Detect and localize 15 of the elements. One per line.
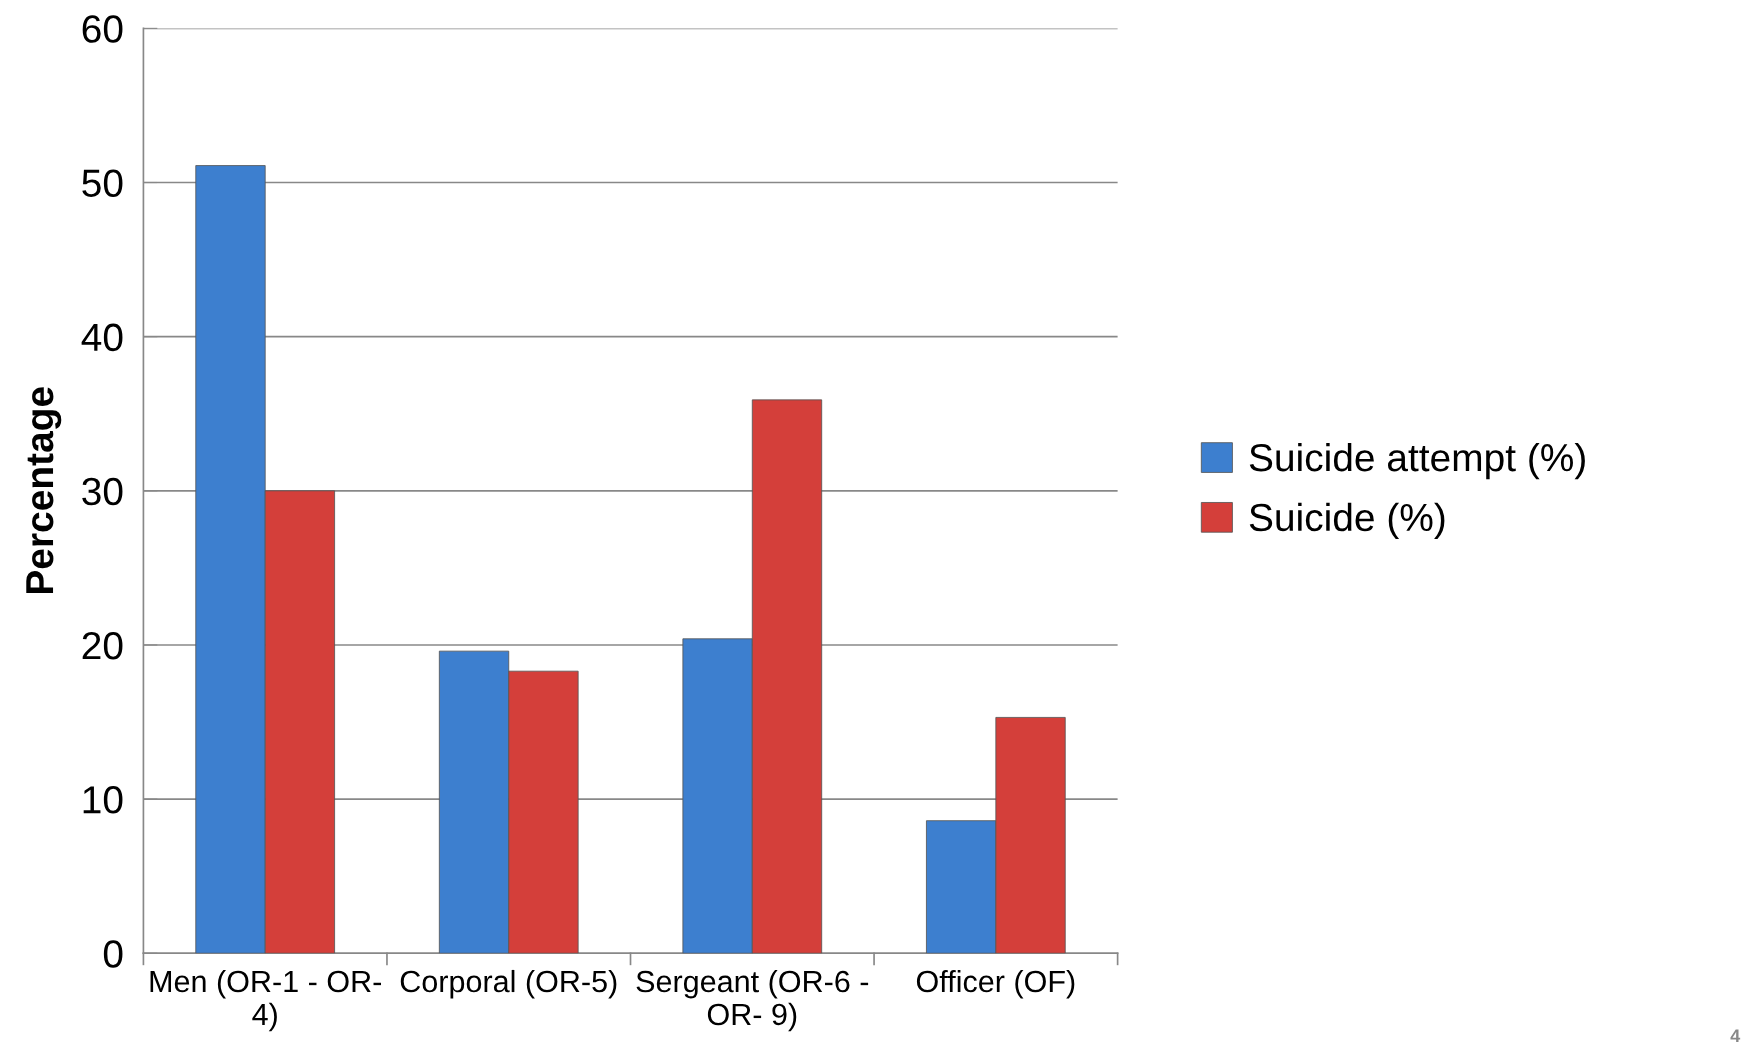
legend-label: Suicide attempt (%)	[1249, 442, 1585, 480]
y-tick-label: 30	[82, 477, 123, 506]
y-tick-label: 20	[82, 631, 123, 660]
legend-label: Suicide (%)	[1249, 502, 1445, 539]
y-tick-label: 10	[83, 786, 123, 814]
x-tick-label: Corporal (OR-5)	[400, 969, 617, 999]
x-tick-label: Sergeant (OR-6 - OR- 9)	[636, 969, 869, 1032]
x-tick-label: Men (OR-1 - OR-4)	[150, 969, 381, 1032]
text: 4	[1730, 1029, 1741, 1042]
y-tick-label: 0	[103, 940, 123, 968]
y-tick-label: 40	[81, 323, 123, 352]
y-axis-title: Percentage	[26, 387, 62, 594]
x-tick-label: Officer (OF)	[916, 969, 1075, 999]
y-tick-label: 50	[82, 169, 123, 197]
y-tick-label: 60	[82, 15, 123, 43]
